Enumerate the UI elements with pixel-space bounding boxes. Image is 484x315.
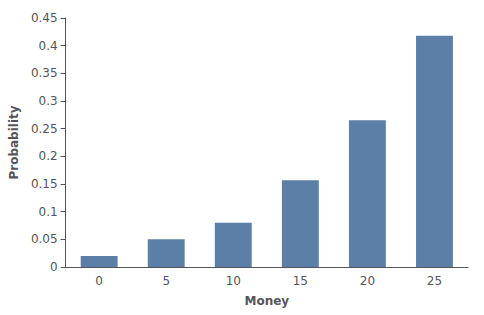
svg-text:0.25: 0.25 (31, 122, 58, 136)
svg-text:0: 0 (50, 260, 58, 274)
svg-text:25: 25 (427, 274, 442, 288)
svg-text:0.2: 0.2 (39, 149, 58, 163)
svg-text:0.45: 0.45 (31, 11, 58, 25)
svg-text:Money: Money (244, 294, 289, 308)
svg-text:0.15: 0.15 (31, 177, 58, 191)
svg-text:5: 5 (162, 274, 170, 288)
svg-text:0.05: 0.05 (31, 232, 58, 246)
svg-text:0.3: 0.3 (39, 94, 58, 108)
svg-text:Probability: Probability (7, 105, 21, 179)
svg-text:10: 10 (226, 274, 241, 288)
svg-text:0: 0 (95, 274, 103, 288)
svg-text:0.1: 0.1 (39, 205, 58, 219)
svg-text:0.4: 0.4 (39, 39, 58, 53)
svg-text:15: 15 (293, 274, 308, 288)
svg-text:0.35: 0.35 (31, 66, 58, 80)
svg-text:20: 20 (360, 274, 375, 288)
